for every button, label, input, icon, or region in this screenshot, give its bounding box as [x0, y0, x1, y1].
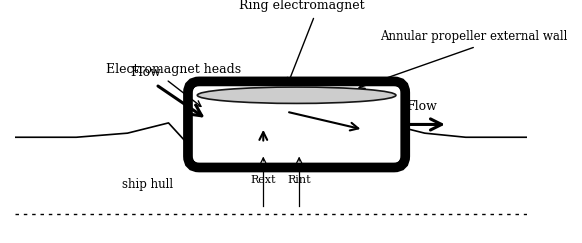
Ellipse shape — [197, 87, 396, 104]
Text: Rext: Rext — [250, 175, 276, 185]
Text: Flow: Flow — [407, 100, 438, 113]
Text: ship hull: ship hull — [122, 178, 173, 191]
Text: Electromagnet heads: Electromagnet heads — [106, 63, 241, 76]
FancyBboxPatch shape — [188, 81, 405, 167]
Text: Rint: Rint — [288, 175, 311, 185]
Text: Annular propeller external wall: Annular propeller external wall — [379, 30, 567, 43]
Text: Flow: Flow — [130, 66, 161, 79]
Text: Ring electromagnet: Ring electromagnet — [239, 0, 364, 12]
